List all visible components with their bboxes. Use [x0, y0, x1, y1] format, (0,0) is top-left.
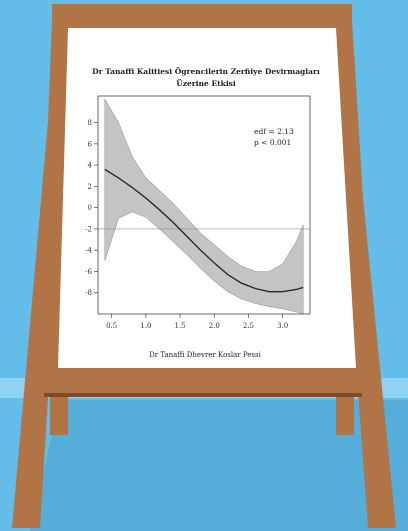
y-tick-label: -6	[85, 268, 92, 276]
x-tick-label: 2.0	[209, 322, 220, 330]
x-tick-label: 1.0	[140, 322, 151, 330]
fitted-curve	[104, 168, 304, 293]
annotation-p-value: p < 0.001	[254, 138, 291, 147]
poster: Dr Tanaffi Kalitiesi Ögrencilerin Zerfii…	[58, 28, 356, 368]
easel-back-leg-right	[336, 395, 354, 435]
y-tick-label: -8	[85, 289, 92, 297]
easel-ledge	[44, 372, 362, 396]
chart-title-line1: Dr Tanaffi Kalitiesi Ögrencilerin Zerfii…	[92, 67, 320, 76]
y-tick-label: 0	[88, 204, 92, 212]
easel-ledge-shadow	[44, 393, 362, 397]
floor-shadow	[30, 400, 408, 531]
y-tick-label: 8	[88, 119, 92, 127]
y-tick-label: 4	[88, 162, 93, 170]
x-axis-label: Dr Tanaffi Dhevrer Koslar Pessi	[149, 351, 261, 359]
easel-back-leg-left	[50, 395, 68, 435]
y-tick-label: -4	[85, 247, 92, 255]
x-tick-label: 3.0	[277, 322, 288, 330]
y-tick-label: -2	[85, 225, 92, 233]
x-tick-label: 2.5	[243, 322, 254, 330]
x-tick-label: 0.5	[106, 322, 117, 330]
y-tick-label: 6	[88, 140, 93, 148]
plot-frame	[97, 95, 311, 315]
annotation-edf: edf = 2.13	[254, 127, 294, 136]
x-tick-label: 1.5	[174, 322, 185, 330]
easel-top-bar	[52, 4, 352, 20]
chart-title-line2: Üzerine Etkisi	[176, 79, 236, 88]
plot-area: 0.5 1.0 1.5 2.0 2.5 3.0 -8 -6 -4 -2 0 2 4 6 8	[85, 95, 311, 330]
y-tick-label: 2	[88, 183, 92, 191]
